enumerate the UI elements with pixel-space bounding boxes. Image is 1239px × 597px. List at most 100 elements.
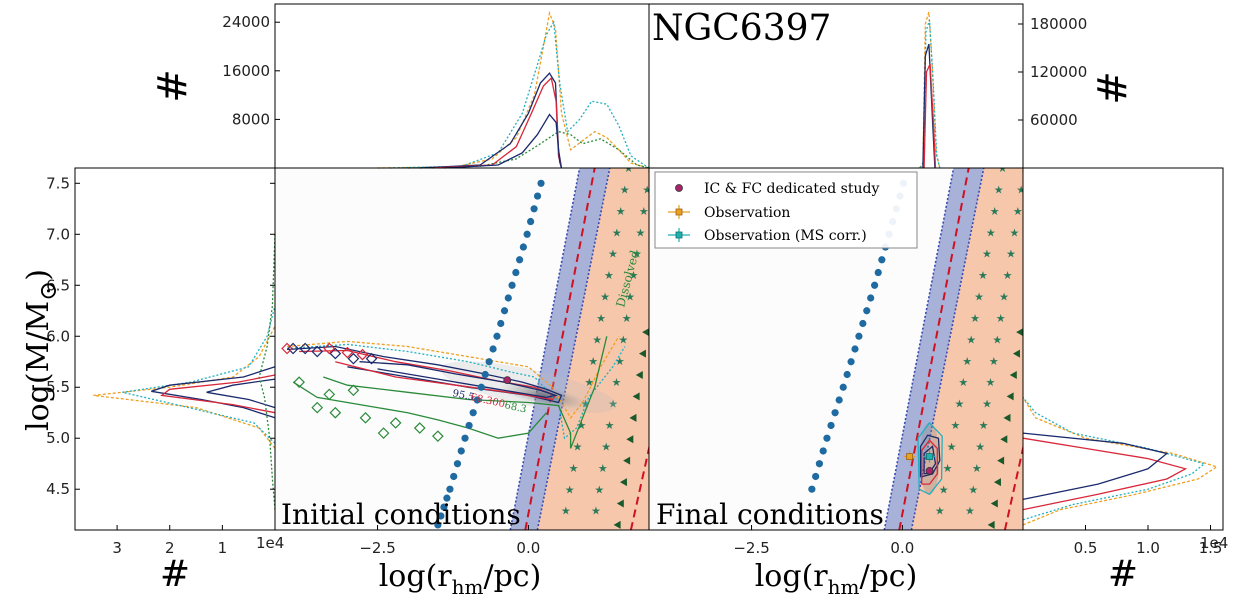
triangle-marker [635, 371, 643, 380]
dot-marker-final [835, 396, 843, 404]
star-marker: ★ [947, 440, 957, 453]
star-marker: ★ [972, 462, 982, 475]
star-marker: ★ [592, 333, 602, 346]
dot-marker-initial [489, 345, 497, 353]
star-marker: ★ [622, 312, 632, 325]
dot-marker-initial [457, 447, 465, 455]
triangle-marker [613, 520, 621, 529]
left-hist-line [160, 374, 276, 414]
dot-marker-initial [533, 192, 542, 200]
right-hist-line [1022, 397, 1219, 526]
contour-final-3 [917, 421, 943, 496]
left-hist-line [122, 305, 276, 444]
diamond-green [432, 430, 444, 443]
left-hist-offset: 1e4 [256, 534, 284, 552]
y-tick-label: 5.0 [46, 429, 70, 447]
blue-dotted-line-final [883, 168, 955, 530]
diamond-red [341, 346, 354, 359]
star-marker: ★ [596, 312, 606, 325]
top-left-hist-line [377, 10, 650, 169]
triangle-marker [623, 456, 631, 465]
diamond-red [323, 342, 336, 355]
top-right-hist-ylabel: # [1090, 71, 1136, 105]
star-marker: ★ [561, 505, 571, 518]
top-right-hist-tick-label: 60000 [1030, 111, 1078, 129]
star-marker: ★ [625, 291, 635, 304]
dot-marker-initial [527, 217, 535, 226]
diamond-blue [311, 345, 324, 358]
x-tick-label: −2.5 [733, 539, 769, 557]
star-marker: ★ [982, 398, 992, 411]
dot-marker-final [874, 268, 882, 277]
orange-band-initial [537, 168, 649, 530]
right-hist-xlabel: # [1108, 554, 1138, 595]
dot-marker-final [859, 319, 867, 328]
initial-conditions-label: Initial conditions [281, 498, 521, 531]
top-right-hist-line [918, 11, 941, 169]
y-tick-label: 4.5 [46, 480, 70, 498]
contour-final-0 [919, 434, 941, 478]
right-hist-tick-label: 0.5 [1074, 539, 1098, 557]
x-axis-label-final: log(rhm/pc) [755, 559, 918, 597]
star-marker: ★ [635, 226, 645, 239]
left-hist-line [93, 325, 276, 449]
left-hist-xlabel: # [160, 554, 190, 595]
dot-marker-final [827, 421, 835, 430]
triangle-marker [990, 499, 998, 508]
star-marker: ★ [612, 376, 622, 389]
triangle-marker [638, 349, 646, 358]
top-right-hist-tick-label: 120000 [1030, 63, 1087, 81]
dot-marker-initial [437, 512, 445, 520]
observation-point [906, 453, 913, 460]
legend-marker-ic-fc [675, 184, 683, 192]
right-hist-tick-label: 1.5 [1199, 539, 1223, 557]
left-hist-line [258, 234, 276, 510]
legend-label-observation-ms: Observation (MS corr.) [704, 228, 867, 244]
x-tick-label: 0.0 [890, 539, 914, 557]
dot-marker-final [839, 383, 847, 391]
left-hist-tick-label: 1 [218, 539, 228, 557]
histograms [93, 10, 1219, 526]
star-marker: ★ [966, 333, 976, 346]
top-right-hist-frame [648, 3, 1024, 169]
dot-marker-initial [493, 332, 501, 340]
dot-marker-initial [516, 256, 524, 264]
star-marker: ★ [600, 291, 610, 304]
star-marker: ★ [1013, 205, 1023, 218]
y-tick-label: 6.5 [46, 276, 70, 294]
dot-marker-initial [473, 396, 481, 404]
dot-marker-initial [465, 421, 473, 430]
fc-dedicated-point [925, 466, 934, 475]
star-marker: ★ [998, 162, 1008, 175]
right-hist-line [1022, 396, 1206, 521]
star-marker: ★ [943, 462, 953, 475]
top-right-hist-line [922, 43, 936, 169]
star-marker: ★ [615, 355, 625, 368]
diamond-green [377, 427, 390, 439]
dot-marker-initial [537, 179, 545, 187]
diamond-green [329, 406, 342, 419]
star-marker: ★ [986, 226, 996, 239]
dot-marker-initial [512, 268, 520, 277]
top-left-hist-frame [274, 3, 650, 169]
star-marker: ★ [624, 162, 634, 175]
y-tick-label: 7.0 [46, 225, 70, 243]
star-marker: ★ [951, 419, 961, 432]
star-marker: ★ [598, 462, 608, 475]
star-marker: ★ [935, 505, 945, 518]
star-marker: ★ [939, 483, 949, 496]
top-left-hist-tick-label: 24000 [222, 13, 270, 31]
star-marker: ★ [994, 183, 1004, 196]
triangle-marker [1000, 435, 1008, 444]
triangle-marker [619, 478, 627, 487]
dot-marker-initial [477, 383, 485, 391]
red-dashed-line-a-final [898, 168, 970, 530]
contour-initial-4 [359, 361, 558, 399]
star-marker: ★ [639, 205, 649, 218]
top-left-hist-line [419, 72, 563, 169]
star-marker: ★ [954, 398, 964, 411]
right-hist-tick-label: 1.0 [1136, 539, 1160, 557]
triangle-marker [626, 435, 634, 444]
dot-marker-initial [497, 319, 505, 328]
dot-marker-final [847, 358, 855, 366]
